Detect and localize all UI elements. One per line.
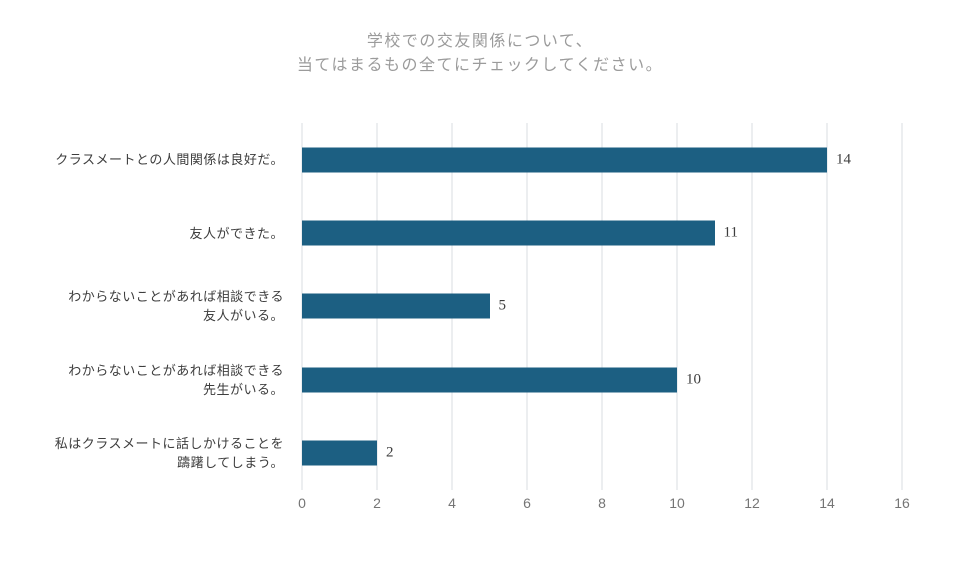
bar-row: 11 xyxy=(302,196,902,269)
category-label: わからないことがあれば相談できる友人がいる。 xyxy=(0,270,292,343)
gridline xyxy=(826,123,828,490)
bar-row: 5 xyxy=(302,270,902,343)
bar-value-label: 2 xyxy=(386,444,394,461)
x-tick-label: 6 xyxy=(523,495,531,511)
category-label-line: 先生がいる。 xyxy=(202,381,284,397)
category-label: 友人ができた。 xyxy=(0,196,292,269)
gridline xyxy=(526,123,528,490)
x-tick-label: 12 xyxy=(744,495,760,511)
bar-value-label: 14 xyxy=(836,151,851,168)
category-label-line: 私はクラスメートに話しかけることを xyxy=(54,436,284,452)
x-tick-label: 0 xyxy=(298,495,306,511)
plot-area: 14 11 5 10 2 xyxy=(301,123,903,490)
bar[interactable] xyxy=(302,293,490,319)
category-label-line: 躊躇してしまう。 xyxy=(177,455,284,471)
category-label-line: 友人がいる。 xyxy=(202,308,284,324)
bar-row: 10 xyxy=(302,343,902,416)
x-tick-label: 16 xyxy=(894,495,910,511)
bar[interactable] xyxy=(302,367,677,393)
bar[interactable] xyxy=(302,220,715,246)
category-label: 私はクラスメートに話しかけることを躊躇してしまう。 xyxy=(0,417,292,490)
bar-value-label: 10 xyxy=(686,371,701,388)
x-tick-label: 4 xyxy=(448,495,456,511)
bar[interactable] xyxy=(302,147,827,173)
gridline xyxy=(751,123,753,490)
chart-title: 学校での交友関係について、 当てはまるもの全てにチェックしてください。 xyxy=(0,30,960,78)
gridline xyxy=(901,123,903,490)
category-label-line: クラスメートとの人間関係は良好だ。 xyxy=(55,152,284,168)
category-label-line: 友人ができた。 xyxy=(189,225,284,241)
chart-title-line1: 学校での交友関係について、 xyxy=(366,33,594,50)
category-label: わからないことがあれば相談できる先生がいる。 xyxy=(0,343,292,416)
bar-row: 2 xyxy=(302,417,902,490)
bar-row: 14 xyxy=(302,123,902,196)
category-label: クラスメートとの人間関係は良好だ。 xyxy=(0,123,292,196)
chart-title-line2: 当てはまるもの全てにチェックしてください。 xyxy=(296,57,664,74)
bar[interactable] xyxy=(302,440,377,466)
category-label-line: わからないことがあれば相談できる xyxy=(68,362,284,378)
gridline xyxy=(676,123,678,490)
bar-value-label: 5 xyxy=(498,297,507,314)
category-axis-labels: クラスメートとの人間関係は良好だ。友人ができた。わからないことがあれば相談できる… xyxy=(0,123,292,490)
bar-value-label: 11 xyxy=(723,224,738,241)
x-tick-label: 2 xyxy=(373,495,381,511)
category-label-line: わからないことがあれば相談できる xyxy=(68,289,284,305)
gridline xyxy=(601,123,603,490)
x-tick-label: 14 xyxy=(819,495,835,511)
x-tick-label: 8 xyxy=(598,495,606,511)
x-axis: 0 2 4 6 8 10 12 14 16 xyxy=(298,495,910,519)
x-tick-label: 10 xyxy=(669,495,685,511)
